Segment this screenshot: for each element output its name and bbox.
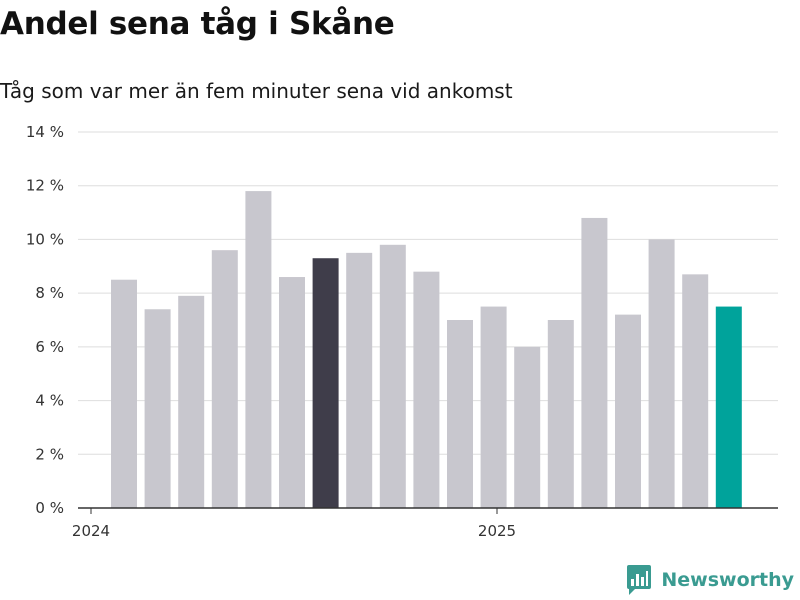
bar [581,217,608,508]
y-tick-label: 4 % [35,392,64,410]
bar [245,191,272,509]
bar [480,306,507,508]
bar [413,271,440,508]
y-tick-label: 2 % [35,445,64,463]
bar [379,244,406,509]
y-tick-label: 8 % [35,284,64,302]
bar [211,250,238,508]
bar [279,277,305,508]
y-tick-label: 12 % [26,177,64,195]
x-tick-label: 2025 [478,522,516,540]
bar [514,346,541,508]
chart-subtitle: Tåg som var mer än fem minuter sena vid … [0,79,513,103]
bar [715,306,742,508]
bar [111,279,137,508]
bar [615,314,641,508]
y-tick-label: 10 % [26,230,64,248]
chart-title: Andel sena tåg i Skåne [0,6,395,42]
bar [648,239,675,508]
y-tick-label: 14 % [26,123,64,141]
bar [547,320,574,508]
newsworthy-logo: Newsworthy [627,565,794,595]
bar [346,252,373,508]
x-tick-label: 2024 [72,522,110,540]
newsworthy-logo-text: Newsworthy [661,569,794,591]
y-tick-label: 0 % [35,499,64,517]
bar [447,320,473,508]
newsworthy-logo-icon [627,565,652,595]
bar [312,258,339,508]
bar [682,274,709,508]
bar [144,309,171,508]
bar [178,295,205,508]
y-tick-label: 6 % [35,338,64,356]
